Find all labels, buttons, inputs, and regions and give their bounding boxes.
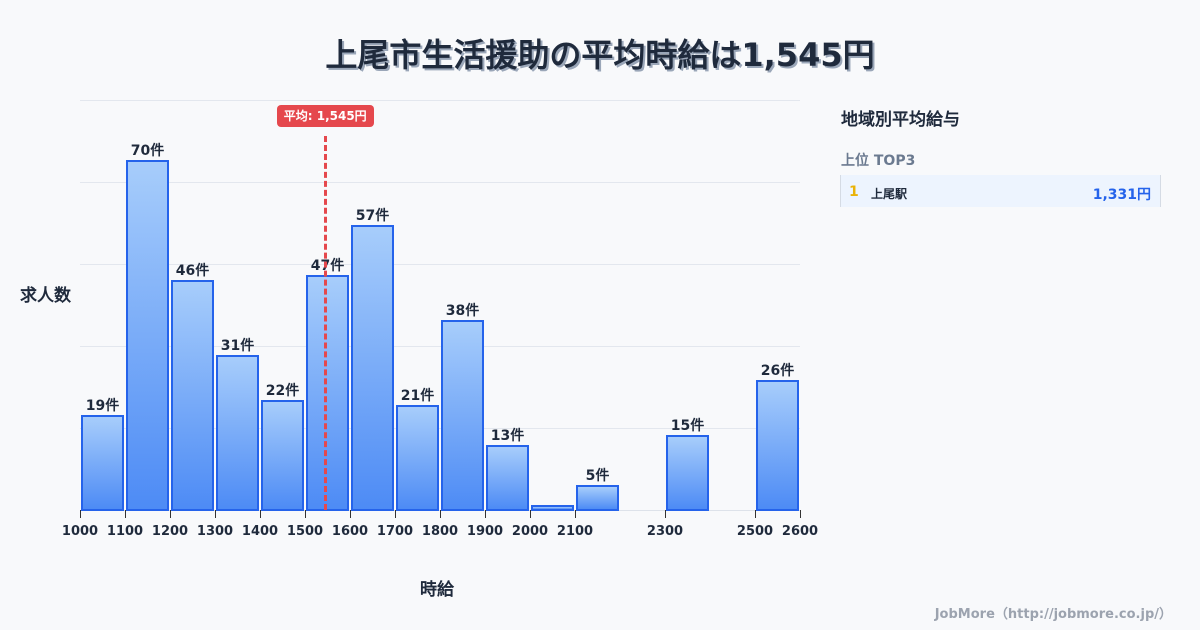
x-tick-label: 1600 [331,524,369,539]
bar-value-label: 57件 [355,208,390,224]
histogram-bar [666,435,709,511]
gridline [80,428,800,429]
rank-area-name: 上尾駅 [871,187,908,201]
bar-value-label: 26件 [760,363,795,379]
x-tick-label: 1100 [106,524,144,539]
histogram-bar [531,505,574,511]
ranking-row: 1 上尾駅 1,331円 [840,175,1161,207]
histogram-bar [351,225,394,511]
x-tick [125,510,126,518]
rank-wage-value: 1,331円 [1092,187,1151,203]
bar-value-label: 47件 [310,258,345,274]
histogram-plot: 19件 70件 46件 31件 22件 47件 57件 21件 38件 13件 5件 15件 26件 10… [62,100,818,539]
histogram-bar [306,275,349,511]
x-tick-label: 1300 [196,524,234,539]
x-tick [800,510,801,518]
bar-value-label: 5件 [585,468,610,484]
x-tick-label: 2500 [736,524,774,539]
footer-credit: JobMore（http://jobmore.co.jp/） [934,607,1172,622]
y-axis-label: 求人数 [20,286,71,306]
x-tick [170,510,171,518]
histogram-bar [171,280,214,511]
gridline [80,264,800,265]
x-tick-label: 1700 [376,524,414,539]
x-tick-label: 1200 [151,524,189,539]
x-axis-label: 時給 [420,580,454,600]
x-tick [485,510,486,518]
x-tick [665,510,666,518]
x-tick [530,510,531,518]
bar-value-label: 22件 [265,383,300,399]
gridline [80,182,800,183]
bar-value-label: 31件 [220,338,255,354]
bar-value-label: 21件 [400,388,435,404]
x-tick-label: 1500 [286,524,324,539]
rank-number: 1 [849,184,859,200]
x-tick [305,510,306,518]
x-tick-label: 1000 [61,524,99,539]
bar-value-label: 70件 [130,143,165,159]
x-tick-label: 2000 [511,524,549,539]
x-tick [260,510,261,518]
x-tick-label: 2100 [556,524,594,539]
region-panel-title: 地域別平均給与 [841,110,960,130]
histogram-bar [126,160,169,511]
x-tick [440,510,441,518]
chart-title: 上尾市生活援助の平均時給は1,545円 [325,36,875,74]
x-tick [395,510,396,518]
x-tick [215,510,216,518]
histogram-bar [441,320,484,511]
x-tick [350,510,351,518]
x-tick-label: 1400 [241,524,279,539]
mean-badge: 平均: 1,545円 [276,105,374,127]
x-tick-label: 2600 [781,524,819,539]
x-tick [575,510,576,518]
region-panel-subtitle: 上位 TOP3 [841,153,916,169]
bar-value-label: 15件 [670,418,705,434]
x-tick [755,510,756,518]
bar-value-label: 13件 [490,428,525,444]
histogram-bar [81,415,124,511]
histogram-bar [216,355,259,511]
x-tick-label: 1800 [421,524,459,539]
bar-value-label: 46件 [175,263,210,279]
histogram-bar [576,485,619,511]
gridline [80,346,800,347]
histogram-bar [486,445,529,511]
x-tick [80,510,81,518]
mean-line [324,136,328,510]
bar-value-label: 38件 [445,303,480,319]
x-tick-label: 1900 [466,524,504,539]
histogram-bar [261,400,304,511]
x-tick-label: 2300 [646,524,684,539]
histogram-bar [396,405,439,511]
bar-value-label: 19件 [85,398,120,414]
gridline [80,100,800,101]
histogram-bar [756,380,799,511]
